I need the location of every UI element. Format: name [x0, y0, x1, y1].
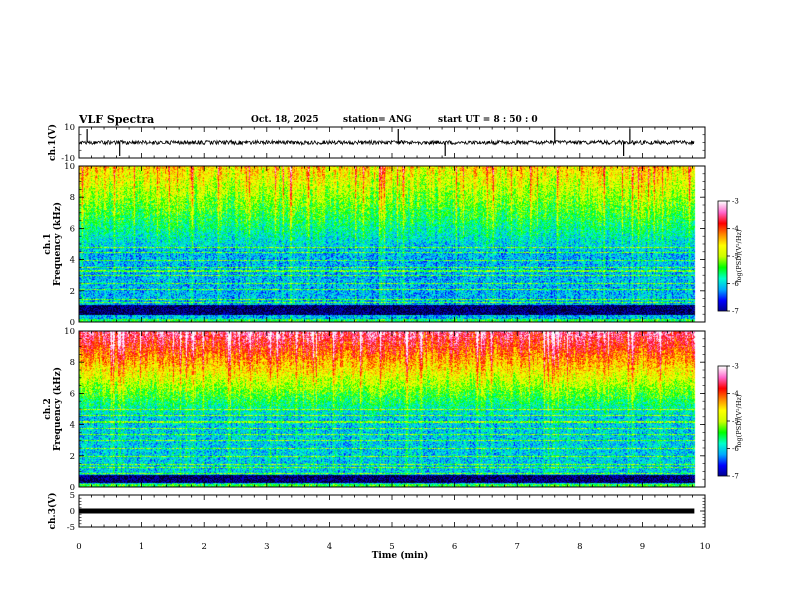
colorbar-tick-label: -6	[732, 280, 739, 288]
colorbar-tick-label: -5	[732, 253, 739, 261]
spectrogram-layer	[79, 166, 727, 487]
ch2-spectrogram	[79, 331, 705, 487]
y-tick-label: 6	[70, 389, 75, 399]
ch1-trace	[78, 139, 695, 146]
colorbar-tick-label: -4	[732, 225, 739, 233]
y-tick-label: 4	[70, 421, 75, 431]
y-tick-label: 2	[70, 452, 75, 462]
y-tick-label: 0	[70, 483, 75, 493]
ch3-wave-ylabel: ch.3(V)	[47, 493, 58, 530]
x-axis-label: Time (min)	[372, 550, 429, 561]
y-tick-label: 2	[70, 287, 75, 297]
y-tick-label: 8	[70, 358, 75, 368]
x-tick-label: 3	[264, 542, 269, 552]
colorbar-tick-label: -4	[732, 390, 739, 398]
x-tick-label: 4	[327, 542, 332, 552]
axes-layer: -3 -4 -5 -6 -7 log(PSD)(V²/Hz) -3 -4 -5 -6 -7 log(P…	[43, 123, 743, 561]
colorbar-tick-label: -6	[732, 445, 739, 453]
colorbar-label: log(PSD)(V²/Hz)	[735, 229, 743, 282]
ch1-spec-ylabel: Frequency (kHz)	[52, 202, 63, 286]
ch2-spec-ylabel: Frequency (kHz)	[52, 367, 63, 451]
station-label: station= ANG	[343, 115, 412, 125]
colorbar-tick-label: -7	[732, 308, 739, 316]
y-tick-label: 10	[64, 123, 75, 133]
colorbar-tick-label: -5	[732, 418, 739, 426]
colorbar-tick-label: -3	[732, 198, 739, 206]
start-ut-label: start UT = 8 : 50 : 0	[438, 115, 538, 125]
y-tick-label: 8	[70, 193, 75, 203]
x-tick-label: 10	[700, 542, 711, 552]
y-tick-label: 4	[70, 256, 75, 266]
x-tick-label: 6	[452, 542, 457, 552]
x-tick-label: 1	[139, 542, 144, 552]
ch3-trace	[79, 508, 695, 514]
date-label: Oct. 18, 2025	[251, 115, 319, 125]
colorbar-label: log(PSD)(V²/Hz)	[735, 394, 743, 447]
y-tick-label: 10	[64, 327, 75, 337]
figure-title: VLF Spectra	[79, 113, 155, 126]
trace-layer	[78, 129, 695, 514]
y-tick-label: 6	[70, 224, 75, 234]
y-tick-label: 0	[70, 507, 75, 517]
y-tick-label: 10	[64, 162, 75, 172]
colorbar-tick-label: -7	[732, 473, 739, 481]
colorbar-1	[718, 201, 727, 311]
y-tick-label: 5	[70, 491, 75, 501]
y-tick-label: 0	[70, 318, 75, 328]
y-tick-label: -5	[67, 523, 75, 533]
x-tick-label: 0	[76, 542, 81, 552]
x-tick-label: 7	[514, 542, 519, 552]
x-tick-label: 8	[577, 542, 582, 552]
colorbar-2	[718, 366, 727, 476]
y-tick-label: -10	[61, 154, 75, 164]
colorbar-tick-label: -3	[732, 363, 739, 371]
ch1-spectrogram	[79, 166, 705, 322]
ch2-spec-ylabel: ch.2	[43, 398, 53, 419]
x-tick-label: 2	[201, 542, 206, 552]
x-tick-label: 5	[389, 542, 394, 552]
ch1-spec-ylabel: ch.1	[43, 233, 53, 254]
x-tick-label: 9	[640, 542, 645, 552]
ch1-wave-ylabel: ch.1(V)	[47, 124, 58, 161]
